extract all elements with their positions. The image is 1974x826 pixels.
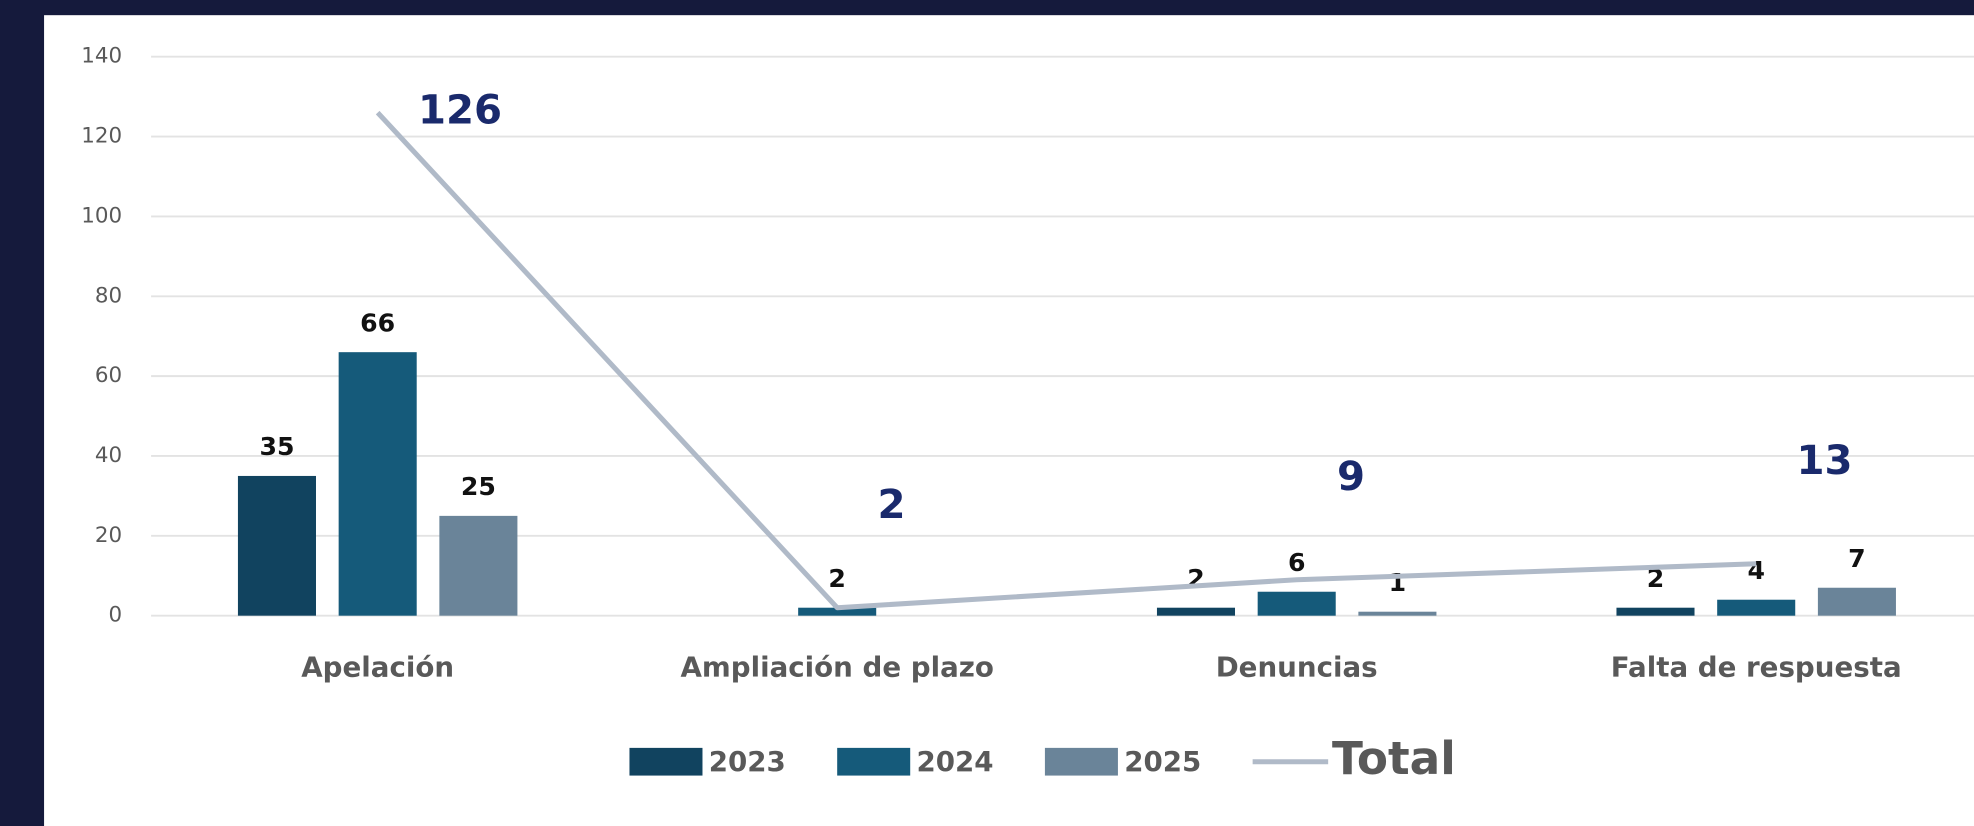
y-tick-label: 140: [81, 44, 122, 69]
x-tick-label: Apelación: [301, 651, 454, 684]
y-tick-label: 60: [95, 363, 122, 388]
value-label: 7: [1848, 544, 1866, 573]
y-tick-label: 120: [81, 124, 122, 149]
value-label: 66: [360, 308, 395, 337]
value-label: 2: [1647, 564, 1665, 593]
legend-swatch: [837, 747, 911, 776]
total-line: [375, 110, 1757, 611]
legend-label: 2025: [1124, 745, 1201, 778]
bar: [237, 475, 316, 616]
legend-label: Total: [1332, 732, 1456, 785]
y-tick-label: 0: [109, 603, 123, 628]
bar: [1257, 591, 1336, 616]
value-label: 35: [259, 432, 294, 461]
total-label: 13: [1796, 438, 1852, 484]
bar: [1358, 611, 1437, 616]
total-label: 9: [1337, 454, 1365, 500]
bar: [798, 607, 877, 616]
bar: [1717, 599, 1796, 616]
legend-label: 2024: [917, 745, 994, 778]
legend-label: 2023: [709, 745, 786, 778]
y-tick-label: 20: [95, 523, 122, 548]
y-tick-label: 100: [81, 203, 122, 228]
bar: [1817, 587, 1896, 616]
legend-swatch: [1044, 747, 1118, 776]
total-label: 126: [418, 88, 502, 134]
legend-swatch: [629, 747, 703, 776]
value-label: 1: [1389, 568, 1407, 597]
bar: [338, 352, 417, 616]
total-label: 2: [877, 482, 905, 528]
value-label: 25: [461, 472, 496, 501]
bar: [1616, 607, 1695, 616]
x-tick-label: Denuncias: [1216, 651, 1378, 684]
value-label: 4: [1747, 556, 1765, 585]
x-tick-label: Falta de respuesta: [1611, 651, 1902, 684]
value-label: 6: [1288, 548, 1306, 577]
y-tick-label: 80: [95, 283, 122, 308]
value-label: 2: [828, 564, 846, 593]
y-tick-label: 40: [95, 443, 122, 468]
bar: [439, 515, 518, 616]
x-tick-label: Ampliación de plazo: [680, 651, 993, 684]
bar: [1156, 607, 1236, 616]
